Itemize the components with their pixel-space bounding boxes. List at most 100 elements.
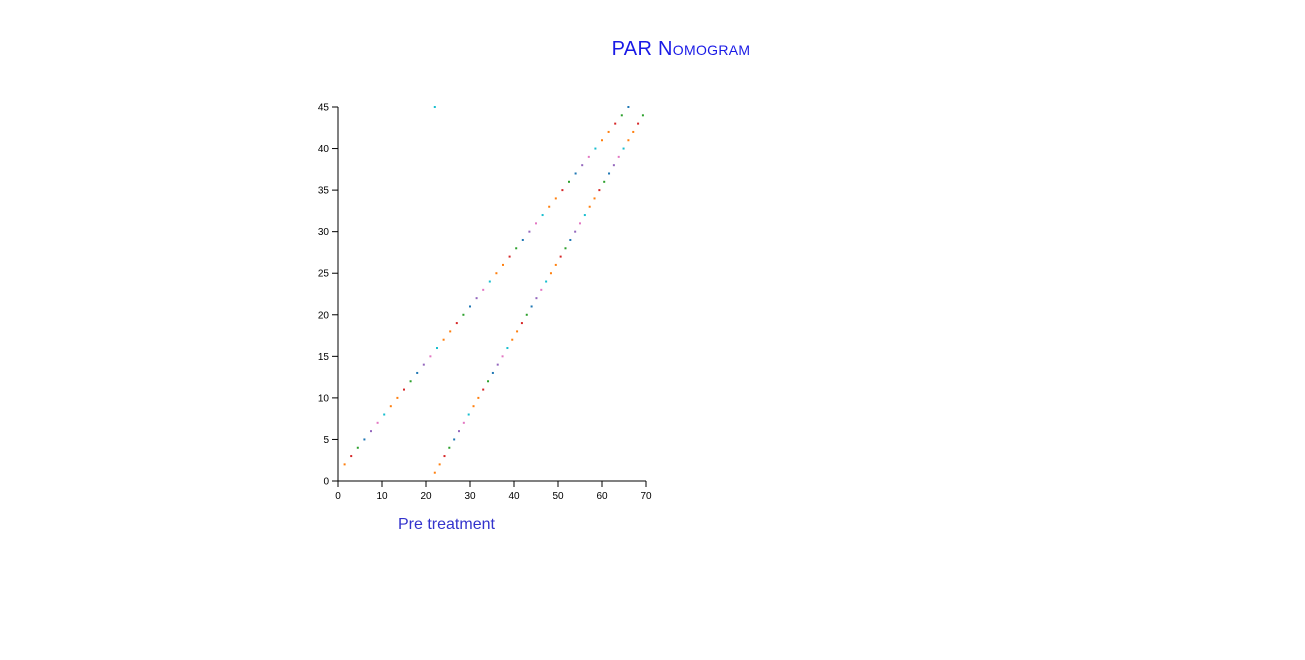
data-point xyxy=(487,380,490,383)
data-point xyxy=(495,272,498,275)
data-point xyxy=(482,288,485,291)
data-point xyxy=(520,322,523,325)
y-tick-label: 25 xyxy=(318,269,330,280)
data-point xyxy=(455,322,458,325)
data-point xyxy=(501,355,504,358)
data-point xyxy=(561,189,564,192)
data-point xyxy=(477,396,480,399)
data-point xyxy=(587,155,590,158)
data-point xyxy=(442,338,445,341)
data-point xyxy=(389,405,392,408)
data-point xyxy=(535,222,537,225)
data-point xyxy=(343,463,346,466)
data-point xyxy=(511,338,514,341)
data-point xyxy=(436,347,438,350)
y-tick-label: 10 xyxy=(318,393,330,404)
data-point xyxy=(521,238,524,241)
data-point xyxy=(472,405,475,408)
data-point xyxy=(433,471,436,474)
data-point xyxy=(383,413,386,416)
data-point xyxy=(559,255,562,258)
data-point xyxy=(443,455,446,458)
x-axis-title: Pre treatment xyxy=(398,516,495,533)
data-point xyxy=(462,421,465,424)
y-tick-label: 0 xyxy=(323,477,329,488)
data-point xyxy=(506,347,509,350)
data-point xyxy=(409,380,412,383)
y-tick-label: 30 xyxy=(318,227,330,238)
data-point xyxy=(535,297,538,300)
data-point xyxy=(530,305,533,308)
y-tick-label: 40 xyxy=(318,144,330,155)
data-point xyxy=(598,189,601,192)
data-point xyxy=(554,197,557,200)
chart-title: PAR Nomogram xyxy=(611,38,751,60)
data-point xyxy=(641,114,644,117)
x-tick-label: 30 xyxy=(464,491,476,502)
data-point xyxy=(370,430,372,433)
x-tick-label: 20 xyxy=(420,491,432,502)
data-point xyxy=(475,297,478,300)
data-point xyxy=(528,230,531,233)
data-point xyxy=(458,430,460,433)
data-points xyxy=(343,106,644,474)
data-point xyxy=(515,247,518,250)
data-point xyxy=(569,238,572,241)
data-point xyxy=(608,172,611,175)
data-point xyxy=(637,122,640,125)
data-point xyxy=(620,114,623,117)
data-point xyxy=(516,330,519,333)
data-point xyxy=(433,106,436,108)
data-point xyxy=(622,147,625,150)
data-point xyxy=(488,280,491,283)
y-tick-label: 15 xyxy=(318,352,330,363)
data-point xyxy=(612,164,615,167)
x-tick-label: 40 xyxy=(508,491,520,502)
data-point xyxy=(583,214,586,217)
data-point xyxy=(632,130,635,133)
x-tick-label: 50 xyxy=(552,491,564,502)
data-point xyxy=(363,438,366,441)
data-point xyxy=(574,230,577,233)
data-point xyxy=(593,197,596,200)
data-point xyxy=(508,255,511,258)
data-point xyxy=(491,371,494,374)
data-point xyxy=(603,180,606,183)
data-point xyxy=(548,205,551,208)
y-tick-label: 20 xyxy=(318,310,330,321)
data-point xyxy=(541,214,544,217)
data-point xyxy=(627,139,630,142)
x-tick-label: 60 xyxy=(596,491,608,502)
data-point xyxy=(403,388,405,391)
data-point xyxy=(574,172,577,175)
data-point xyxy=(525,313,528,316)
x-tick-label: 70 xyxy=(640,491,652,502)
data-point xyxy=(462,313,465,316)
y-axis: 0 5 10 15 20 25 30 35 40 45 xyxy=(318,103,339,488)
data-point xyxy=(438,463,441,466)
y-tick-label: 5 xyxy=(323,435,329,446)
data-point xyxy=(422,363,425,366)
data-point xyxy=(396,396,399,399)
data-point xyxy=(540,288,543,291)
data-point xyxy=(588,205,591,208)
data-point xyxy=(356,446,359,449)
x-axis: 0 10 20 30 40 50 60 70 xyxy=(335,480,652,502)
data-point xyxy=(554,263,557,266)
data-point xyxy=(568,180,570,183)
data-point xyxy=(614,122,617,125)
data-point xyxy=(448,446,451,449)
data-point xyxy=(449,330,452,333)
y-tick-label: 45 xyxy=(318,103,330,114)
data-point xyxy=(482,388,485,391)
data-point xyxy=(545,280,548,283)
data-point xyxy=(429,355,432,358)
data-point xyxy=(453,438,456,441)
data-point xyxy=(467,413,470,416)
data-point xyxy=(469,305,471,308)
data-point xyxy=(376,421,379,424)
data-point xyxy=(496,363,499,366)
x-tick-label: 0 xyxy=(335,491,341,502)
data-point xyxy=(627,106,630,108)
data-point xyxy=(549,272,552,275)
